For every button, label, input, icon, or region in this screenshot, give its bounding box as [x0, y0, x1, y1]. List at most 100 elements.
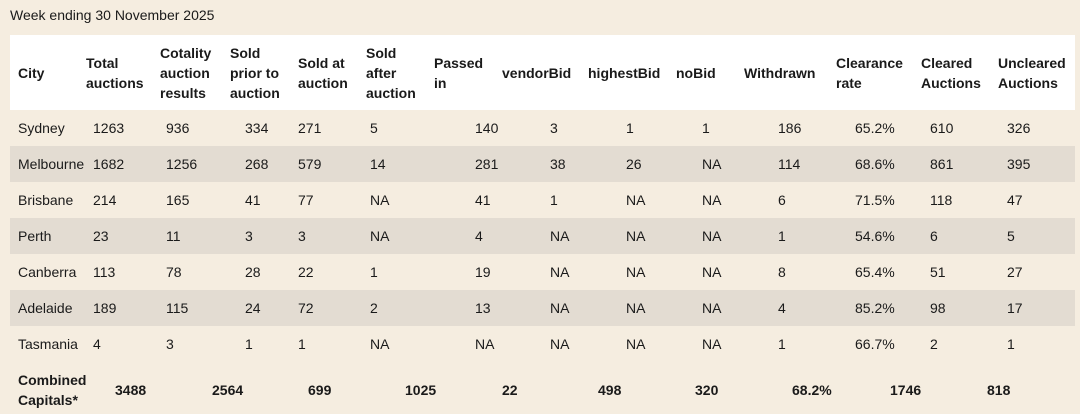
- city-cell: Perth: [18, 228, 52, 244]
- value-cell: 11: [166, 228, 181, 244]
- value-cell: 1: [1007, 336, 1015, 352]
- value-cell: 6: [930, 228, 938, 244]
- value-cell: 17: [1007, 300, 1023, 316]
- column-header: highestBid: [588, 64, 661, 81]
- footer-value: 1746: [890, 382, 922, 398]
- column-header: Withdrawn: [744, 64, 816, 81]
- value-cell: 1682: [93, 156, 125, 172]
- value-cell: 1: [702, 120, 710, 136]
- city-cell: Sydney: [18, 120, 65, 136]
- column-header: Total auctions: [86, 54, 144, 91]
- value-cell: NA: [626, 264, 646, 280]
- column-header: City: [18, 64, 45, 81]
- value-cell: 22: [298, 264, 314, 280]
- value-cell: 268: [245, 156, 269, 172]
- city-cell: Canberra: [18, 264, 77, 280]
- value-cell: 936: [166, 120, 190, 136]
- value-cell: 1256: [166, 156, 198, 172]
- value-cell: 41: [245, 192, 261, 208]
- value-cell: NA: [626, 192, 646, 208]
- value-cell: 54.6%: [855, 228, 895, 244]
- footer-value: 2564: [212, 382, 244, 398]
- column-header: Cotality auction results: [160, 44, 212, 101]
- table-row: [10, 146, 1075, 182]
- value-cell: 19: [475, 264, 491, 280]
- value-cell: 26: [626, 156, 642, 172]
- value-cell: 1: [370, 264, 378, 280]
- value-cell: 186: [778, 120, 802, 136]
- value-cell: 71.5%: [855, 192, 895, 208]
- column-header: noBid: [676, 64, 716, 81]
- value-cell: 8: [778, 264, 786, 280]
- value-cell: NA: [550, 228, 570, 244]
- value-cell: 41: [475, 192, 491, 208]
- value-cell: 5: [1007, 228, 1015, 244]
- value-cell: NA: [370, 192, 390, 208]
- value-cell: 3: [245, 228, 253, 244]
- footer-value: 498: [598, 382, 622, 398]
- value-cell: 4: [93, 336, 101, 352]
- value-cell: 65.2%: [855, 120, 895, 136]
- value-cell: 3: [166, 336, 174, 352]
- table-row: [10, 218, 1075, 254]
- city-cell: Tasmania: [18, 336, 78, 352]
- value-cell: 861: [930, 156, 954, 172]
- column-header: Cleared Auctions: [921, 54, 981, 91]
- value-cell: 113: [93, 264, 116, 280]
- value-cell: 65.4%: [855, 264, 895, 280]
- value-cell: 271: [298, 120, 322, 136]
- footer-value: 1025: [405, 382, 437, 398]
- value-cell: NA: [370, 228, 390, 244]
- footer-value: 68.2%: [792, 382, 832, 398]
- city-cell: Melbourne: [18, 156, 85, 172]
- value-cell: 395: [1007, 156, 1031, 172]
- value-cell: 140: [475, 120, 499, 136]
- value-cell: 27: [1007, 264, 1023, 280]
- value-cell: NA: [702, 192, 722, 208]
- value-cell: 38: [550, 156, 566, 172]
- value-cell: 6: [778, 192, 786, 208]
- value-cell: NA: [370, 336, 390, 352]
- column-header: Sold after auction: [366, 44, 416, 101]
- table-row: [10, 290, 1075, 326]
- column-header: Sold at auction: [298, 54, 348, 91]
- value-cell: 1: [778, 228, 786, 244]
- value-cell: 189: [93, 300, 117, 316]
- value-cell: 5: [370, 120, 378, 136]
- value-cell: 23: [93, 228, 109, 244]
- value-cell: 68.6%: [855, 156, 895, 172]
- value-cell: 334: [245, 120, 269, 136]
- value-cell: NA: [702, 264, 722, 280]
- value-cell: NA: [702, 156, 722, 172]
- value-cell: 2: [930, 336, 938, 352]
- value-cell: 1: [626, 120, 634, 136]
- value-cell: 1263: [93, 120, 125, 136]
- value-cell: 115: [166, 300, 189, 316]
- value-cell: 24: [245, 300, 261, 316]
- value-cell: NA: [550, 264, 570, 280]
- column-header: Uncleared Auctions: [998, 54, 1066, 91]
- value-cell: 114: [778, 156, 801, 172]
- value-cell: 4: [778, 300, 786, 316]
- value-cell: 51: [930, 264, 946, 280]
- value-cell: 165: [166, 192, 190, 208]
- value-cell: 98: [930, 300, 946, 316]
- value-cell: NA: [550, 300, 570, 316]
- footer-value: 699: [308, 382, 332, 398]
- value-cell: 281: [475, 156, 499, 172]
- value-cell: NA: [702, 228, 722, 244]
- value-cell: 1: [550, 192, 558, 208]
- value-cell: 78: [166, 264, 182, 280]
- footer-label: Combined Capitals*: [18, 372, 87, 408]
- footer-value: 22: [502, 382, 518, 398]
- header-background: [10, 35, 1075, 110]
- value-cell: 2: [370, 300, 378, 316]
- column-header: vendorBid: [502, 64, 572, 81]
- footer-value: 3488: [115, 382, 147, 398]
- title: Week ending 30 November 2025: [10, 7, 215, 23]
- value-cell: NA: [702, 336, 722, 352]
- value-cell: 214: [93, 192, 117, 208]
- value-cell: 326: [1007, 120, 1031, 136]
- footer-value: 818: [987, 382, 1011, 398]
